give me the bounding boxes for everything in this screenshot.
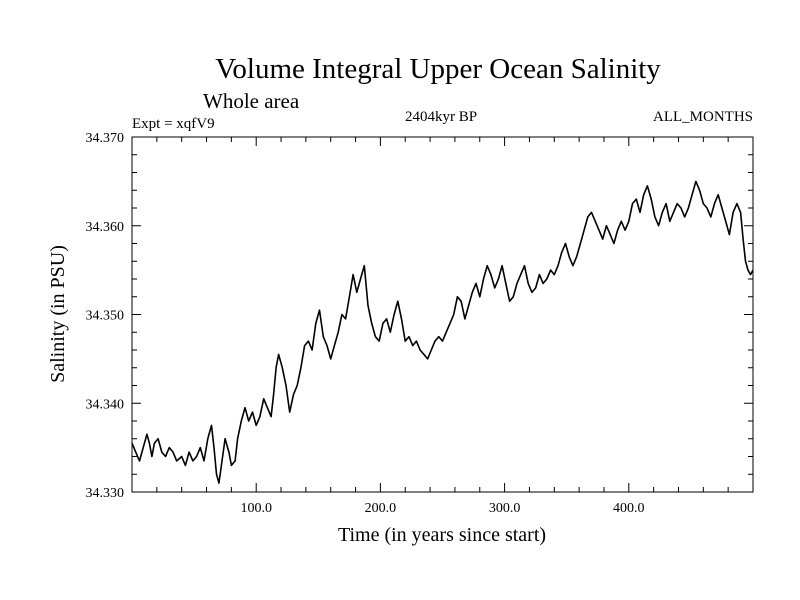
y-tick-label: 34.350 [86,309,125,324]
y-tick-label: 34.330 [86,486,125,501]
x-axis-ticks [156,137,729,492]
x-tick-label: 100.0 [240,501,272,516]
x-tick-label: 400.0 [613,501,645,516]
period-label: 2404kyr BP [405,109,477,125]
chart-subtitle: Whole area [203,89,300,113]
y-tick-label: 34.360 [86,220,125,235]
x-tick-label: 200.0 [365,501,397,516]
salinity-series-line [131,180,754,484]
experiment-label: Expt = xqfV9 [132,116,215,132]
x-axis-tick-labels: 100.0 200.0 300.0 400.0 [240,501,644,516]
months-label: ALL_MONTHS [653,109,753,125]
x-tick-label: 300.0 [489,501,521,516]
chart-title: Volume Integral Upper Ocean Salinity [215,53,661,85]
y-axis-label: Salinity (in PSU) [47,245,69,383]
y-tick-label: 34.340 [86,397,125,412]
y-axis-tick-labels: 34.330 34.340 34.350 34.360 34.370 [86,131,125,501]
y-axis-ticks [132,154,753,475]
y-tick-label: 34.370 [86,131,125,146]
x-axis-label: Time (in years since start) [338,524,546,546]
